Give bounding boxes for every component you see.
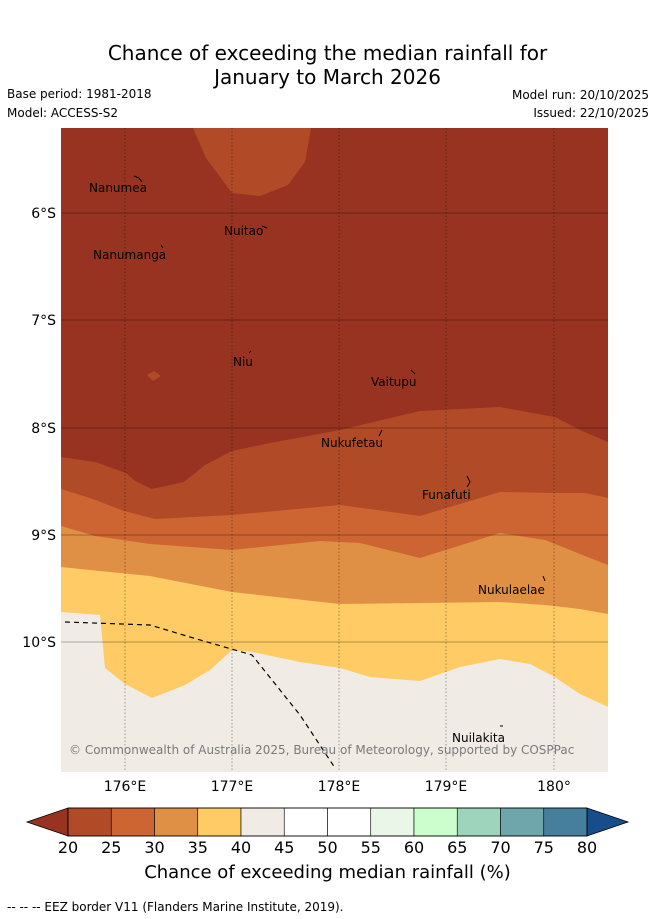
colorbar-tick-label: 20 xyxy=(58,838,78,857)
colorbar-tick-label: 35 xyxy=(188,838,208,857)
colorbar-tick-label: 50 xyxy=(317,838,337,857)
island-niu xyxy=(248,350,252,354)
island-nukulaelae xyxy=(542,575,546,582)
colorbar-tick-label: 55 xyxy=(361,838,381,857)
chart-title-line2: January to March 2026 xyxy=(214,65,441,89)
model-run: Model run: 20/10/2025 xyxy=(511,88,649,102)
island-nuitao xyxy=(261,225,268,229)
map-area xyxy=(61,128,608,772)
lat-label-9s: 9°S xyxy=(31,528,56,544)
place-vaitupu: Vaitupu xyxy=(371,375,417,389)
issued-date: Issued: 22/10/2025 xyxy=(533,106,649,120)
colorbar-segment xyxy=(456,807,501,837)
zone-40-45 xyxy=(61,612,608,772)
colorbar-segment xyxy=(283,807,328,837)
place-nukufetau: Nukufetau xyxy=(321,436,383,450)
place-nuitao: Nuitao xyxy=(224,224,263,238)
colorbar-extend-high xyxy=(586,807,630,837)
colorbar-frame xyxy=(67,807,588,837)
island-nanumanga xyxy=(160,244,164,249)
island-nanumea xyxy=(133,175,143,183)
lat-label-7s: 7°S xyxy=(31,313,56,329)
colorbar-segment xyxy=(413,807,458,837)
colorbar-segment xyxy=(240,807,285,837)
place-nanumanga: Nanumanga xyxy=(93,248,166,262)
colorbar-segment xyxy=(110,807,155,837)
colorbar-tick-label: 60 xyxy=(404,838,424,857)
model-name: Model: ACCESS-S2 xyxy=(7,106,119,120)
lon-label-179e: 179°E xyxy=(425,779,468,795)
colorbar-tick-label: 65 xyxy=(447,838,467,857)
colorbar-tick-label: 80 xyxy=(577,838,597,857)
lat-label-8s: 8°S xyxy=(31,421,56,437)
colorbar-segment xyxy=(500,807,545,837)
colorbar-tick-label: 45 xyxy=(274,838,294,857)
colorbar-segment xyxy=(543,807,588,837)
place-niu: Niu xyxy=(233,355,253,369)
lat-label-6s: 6°S xyxy=(31,206,56,222)
island-funafuti xyxy=(466,475,471,488)
islands xyxy=(133,175,546,727)
colorbar-extend-low xyxy=(25,807,69,837)
colorbar-tick-label: 40 xyxy=(231,838,251,857)
copyright-notice: © Commonwealth of Australia 2025, Bureau… xyxy=(69,743,574,757)
base-period: Base period: 1981-2018 xyxy=(7,87,152,101)
place-funafuti: Funafuti xyxy=(422,488,471,502)
lon-label-180: 180° xyxy=(537,779,571,795)
longitude-gridlines xyxy=(124,128,555,772)
place-nanumea: Nanumea xyxy=(89,181,147,195)
colorbar-tick-label: 70 xyxy=(490,838,510,857)
colorbar-tick-label: 75 xyxy=(534,838,554,857)
lon-label-177e: 177°E xyxy=(211,779,254,795)
chart-title-line1: Chance of exceeding the median rainfall … xyxy=(107,41,548,65)
place-nukulaelae: Nukulaelae xyxy=(478,583,545,597)
zone-20-25-patch-north xyxy=(193,128,311,196)
colorbar-segment xyxy=(197,807,242,837)
lat-label-10s: 10°S xyxy=(22,635,56,651)
colorbar-segment xyxy=(370,807,415,837)
colorbar-tick-label: 30 xyxy=(144,838,164,857)
eez-legend-note: -- -- -- EEZ border V11 (Flanders Marine… xyxy=(7,900,344,914)
island-vaitupu xyxy=(410,369,416,375)
zone-20-25-patch-small xyxy=(147,371,161,381)
colorbar: 20 25 30 35 40 45 50 55 60 65 70 75 80 xyxy=(25,807,630,857)
colorbar-segment xyxy=(154,807,199,837)
lon-label-176e: 176°E xyxy=(104,779,147,795)
lon-label-178e: 178°E xyxy=(318,779,361,795)
colorbar-segment xyxy=(327,807,372,837)
colorbar-segment xyxy=(67,807,112,837)
latitude-gridlines xyxy=(61,212,608,643)
island-nukufetau xyxy=(378,429,383,437)
colorbar-label: Chance of exceeding median rainfall (%) xyxy=(144,862,511,883)
place-nuilakita: Nuilakita xyxy=(452,731,505,745)
colorbar-tick-label: 25 xyxy=(101,838,121,857)
